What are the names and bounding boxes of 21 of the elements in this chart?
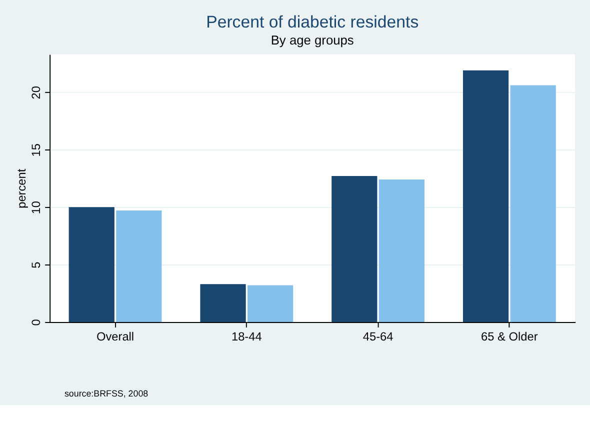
chart-title: Percent of diabetic residents [206, 12, 419, 32]
bar [332, 176, 378, 322]
bar [378, 180, 425, 322]
y-axis-title: percent [14, 168, 28, 208]
bar [248, 285, 294, 322]
y-tick-label: 15 [29, 143, 44, 157]
y-tick-label: 10 [29, 200, 44, 214]
bar [116, 210, 162, 322]
bar [462, 70, 509, 322]
x-tick-label: 65 & Older [481, 329, 538, 344]
source-note: source:BRFSS, 2008 [64, 388, 148, 398]
chart-subtitle: By age groups [270, 32, 354, 48]
x-tick-label: 18-44 [231, 329, 262, 344]
bar [510, 85, 556, 322]
x-tick-label: Overall [96, 329, 134, 344]
bar [68, 207, 114, 322]
y-tick-label: 5 [29, 261, 44, 268]
x-tick-label: 45-64 [362, 329, 394, 344]
y-tick-label: 20 [29, 86, 44, 100]
y-tick-label: 0 [29, 318, 44, 326]
bar [200, 284, 246, 322]
